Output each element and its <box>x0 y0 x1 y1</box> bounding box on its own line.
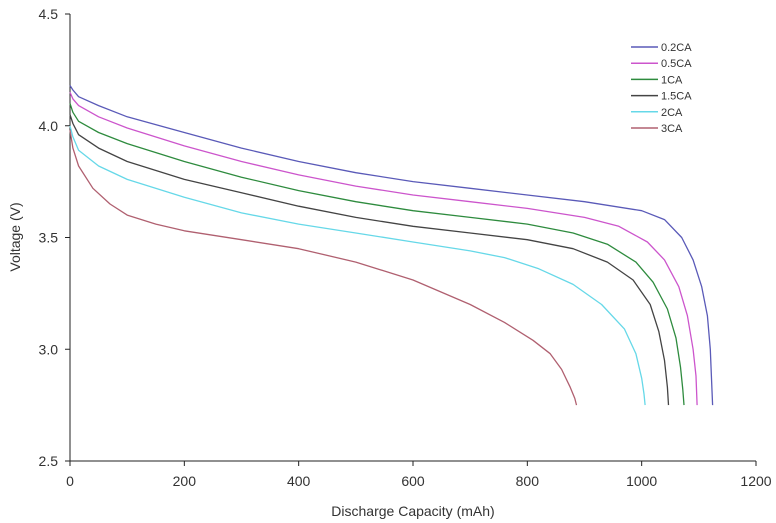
y-tick-label: 4.5 <box>39 6 59 22</box>
x-tick-label: 600 <box>401 473 425 489</box>
series-line-1CA <box>69 103 685 406</box>
x-tick-label: 1200 <box>740 473 771 489</box>
y-ticks: 2.5 3.0 3.5 4.0 4.5 <box>39 6 70 469</box>
y-tick-label: 3.0 <box>39 341 59 357</box>
series-lines <box>69 85 714 406</box>
x-tick-label: 200 <box>173 473 197 489</box>
y-axis-title: Voltage (V) <box>7 202 23 271</box>
series-line-0.2CA <box>69 85 714 406</box>
legend-label: 0.5CA <box>661 58 692 70</box>
y-tick-label: 2.5 <box>39 453 59 469</box>
legend-label: 1CA <box>661 74 683 86</box>
y-tick-label: 4.0 <box>39 118 59 134</box>
series-line-2CA <box>69 125 646 406</box>
series-line-1.5CA <box>69 114 670 406</box>
x-tick-label: 0 <box>66 473 74 489</box>
series-line-0.5CA <box>69 91 698 406</box>
x-tick-label: 800 <box>516 473 540 489</box>
x-axis-title: Discharge Capacity (mAh) <box>331 503 494 519</box>
legend: 0.2CA 0.5CA 1CA 1.5CA 2CA 3CA <box>631 42 692 135</box>
y-tick-label: 3.5 <box>39 230 59 246</box>
x-ticks: 0 200 400 600 800 1000 1200 <box>66 461 772 489</box>
legend-label: 2CA <box>661 107 683 119</box>
legend-label: 0.2CA <box>661 42 692 54</box>
legend-label: 3CA <box>661 123 683 135</box>
series-line-3CA <box>69 130 578 406</box>
legend-label: 1.5CA <box>661 91 692 103</box>
x-tick-label: 400 <box>287 473 311 489</box>
x-tick-label: 1000 <box>626 473 657 489</box>
